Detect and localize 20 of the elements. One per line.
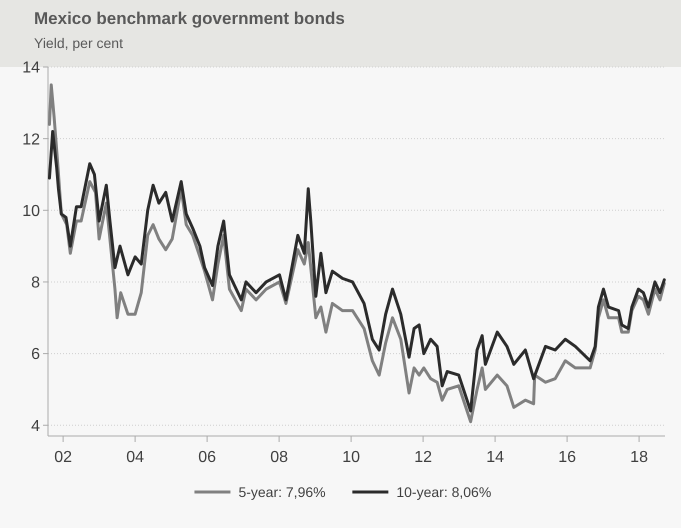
x-tick-label: 08 bbox=[270, 449, 288, 466]
y-tick-label: 14 bbox=[22, 60, 40, 77]
legend-label: 5-year: 7,96% bbox=[238, 484, 326, 500]
legend-label: 10-year: 8,06% bbox=[396, 484, 492, 500]
y-tick-label: 10 bbox=[22, 202, 40, 220]
y-tick-label: 12 bbox=[22, 131, 40, 148]
x-tick-label: 10 bbox=[342, 449, 360, 466]
x-tick-label: 16 bbox=[558, 449, 576, 466]
y-tick-label: 4 bbox=[31, 418, 40, 435]
chart-subtitle: Yield, per cent bbox=[34, 35, 124, 51]
x-tick-label: 02 bbox=[54, 449, 72, 466]
x-tick-label: 06 bbox=[198, 449, 216, 466]
x-tick-label: 12 bbox=[414, 449, 432, 466]
x-tick-label: 14 bbox=[486, 449, 504, 466]
x-tick-label: 04 bbox=[126, 449, 144, 466]
x-tick-label: 18 bbox=[630, 449, 648, 466]
y-tick-label: 6 bbox=[31, 346, 40, 364]
line-series bbox=[48, 130, 666, 412]
chart-title: Mexico benchmark government bonds bbox=[34, 9, 345, 28]
y-tick-label: 8 bbox=[31, 274, 40, 292]
